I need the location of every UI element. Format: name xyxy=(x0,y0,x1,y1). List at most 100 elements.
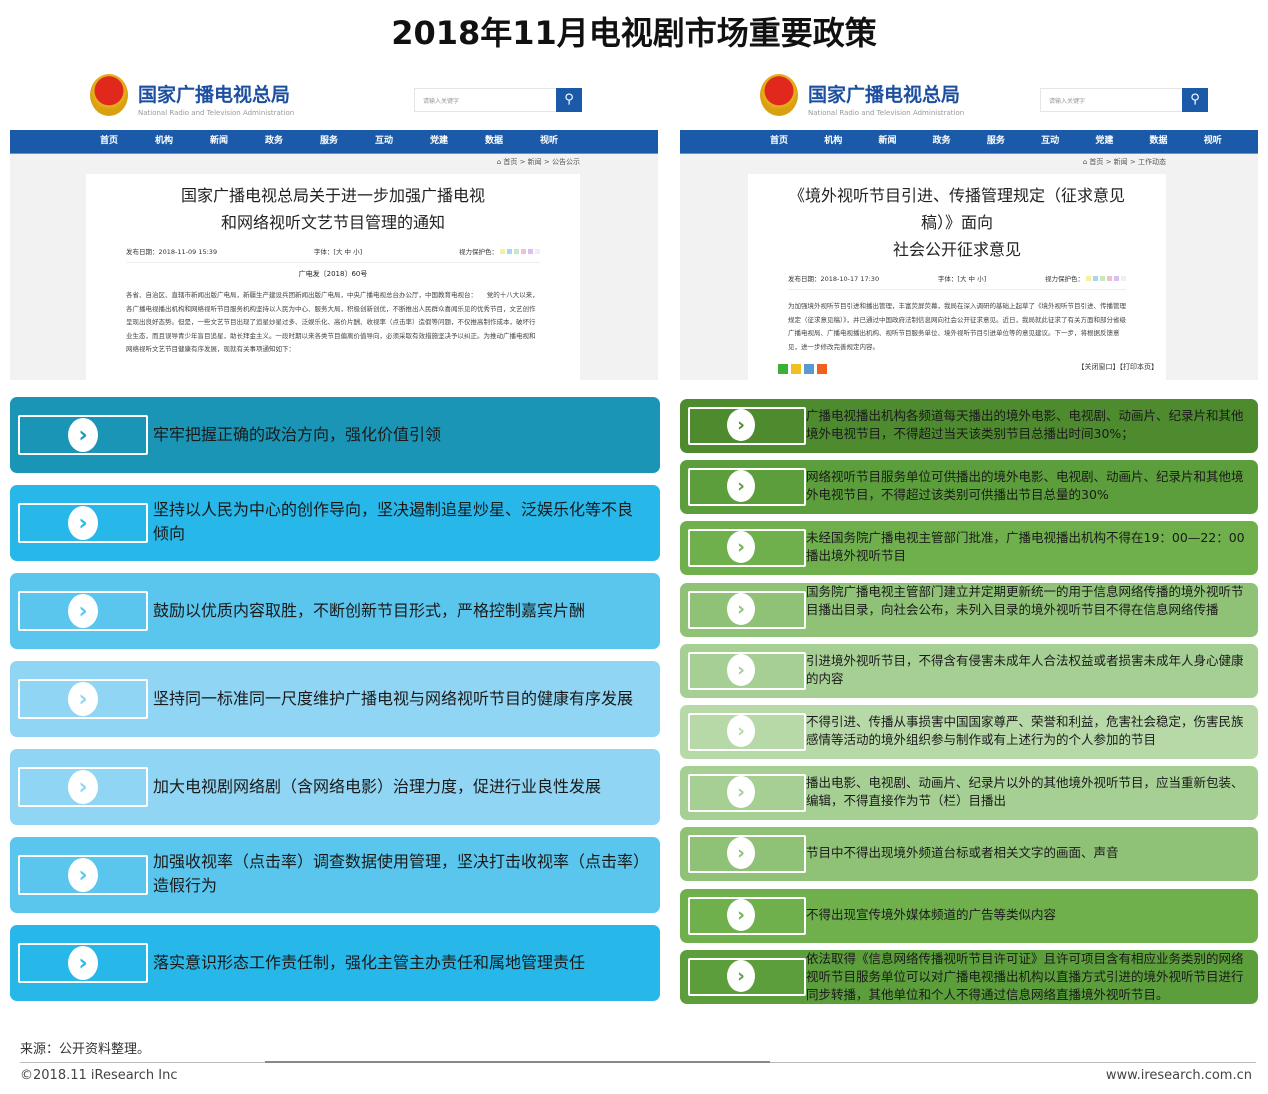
arrow-box xyxy=(18,591,148,631)
arrow-box xyxy=(18,679,148,719)
policy-item: › 落实意识形态工作责任制，强化主管主办责任和属地管理责任 xyxy=(10,925,660,1001)
article-title: 《境外视听节目引进、传播管理规定（征求意见稿）》面向 社会公开征求意见 xyxy=(788,186,1125,259)
nav-item[interactable]: 数据 xyxy=(485,136,504,146)
site-header: 国家广播电视总局 National Radio and Television Ad… xyxy=(10,62,658,130)
chevron-right-icon[interactable]: › xyxy=(727,531,755,564)
chevron-right-icon[interactable]: › xyxy=(727,898,755,931)
policy-text: 坚持同一标准同一尺度维护广播电视与网络视听节目的健康有序发展 xyxy=(153,689,634,708)
regulation-item: › 节目中不得出现境外频道台标或者相关文字的画面、声音 xyxy=(680,827,1258,882)
weibo-icon[interactable] xyxy=(804,364,814,374)
chevron-right-icon[interactable]: › xyxy=(68,858,98,892)
nav-item[interactable]: 首页 xyxy=(770,136,789,146)
nav-item[interactable]: 新闻 xyxy=(210,136,229,146)
wechat-icon[interactable] xyxy=(778,364,788,374)
regulation-item: › 播出电影、电视剧、动画片、纪录片以外的其他境外视听节目，应当重新包装、编辑，… xyxy=(680,766,1258,821)
article: 国家广播电视总局关于进一步加强广播电视 和网络视听文艺节目管理的通知 发布日期：2… xyxy=(86,174,580,380)
policy-text: 落实意识形态工作责任制，强化主管主办责任和属地管理责任 xyxy=(153,953,586,972)
chevron-right-icon[interactable]: › xyxy=(68,946,98,980)
source-note: 来源：公开资料整理。 xyxy=(20,1042,151,1057)
national-emblem-icon xyxy=(760,74,798,116)
site-url[interactable]: www.iresearch.com.cn xyxy=(1105,1068,1252,1083)
regulation-item: › 不得引进、传播从事损害中国国家尊严、荣誉和利益，危害社会稳定，伤害民族感情等… xyxy=(680,705,1258,759)
nav-item[interactable]: 服务 xyxy=(320,136,339,146)
chevron-right-icon[interactable]: › xyxy=(727,837,755,870)
nav-item[interactable]: 服务 xyxy=(986,136,1005,146)
nav-item[interactable]: 新闻 xyxy=(878,136,897,146)
regulation-item: › 网络视听节目服务单位可供播出的境外电影、电视剧、动画片、纪录片和其他境外电视… xyxy=(680,460,1258,515)
chevron-right-icon[interactable]: › xyxy=(68,506,98,540)
regulation-text: 不得出现宣传境外媒体频道的广告等类似内容 xyxy=(806,906,1057,922)
article-title: 国家广播电视总局关于进一步加强广播电视 和网络视听文艺节目管理的通知 xyxy=(180,186,485,232)
site-logo-en: National Radio and Television Administra… xyxy=(808,109,965,117)
copyright: ©2018.11 iResearch Inc xyxy=(20,1068,178,1083)
nav-item[interactable]: 机构 xyxy=(155,136,174,146)
qzone-icon[interactable] xyxy=(791,364,801,374)
close-window-link[interactable]: 【关闭窗口】 xyxy=(1077,363,1120,371)
chevron-right-icon[interactable]: › xyxy=(68,682,98,716)
nav-item[interactable]: 视听 xyxy=(540,136,559,146)
search-icon[interactable]: ⚲ xyxy=(556,88,582,112)
right-doc-screenshot: 国家广播电视总局 National Radio and Television Ad… xyxy=(680,62,1258,380)
chevron-right-icon[interactable]: › xyxy=(727,409,755,441)
arrow-box xyxy=(688,835,806,874)
regulation-item: › 国务院广播电视主管部门建立并定期更新统一的用于信息网络传播的境外视听节目播出… xyxy=(680,582,1258,637)
article-body: 为加强境外视听节目引进和播出管理，丰富荧屏荧幕，我局在深入调研的基础上起草了《境… xyxy=(788,302,1126,351)
arrow-box xyxy=(688,774,806,813)
policy-item: › 鼓励以优质内容取胜，不断创新节目形式，严格控制嘉宾片酬 xyxy=(10,573,660,649)
main-nav: 首页 机构 新闻 政务 服务 互动 党建 数据 视听 xyxy=(680,130,1258,154)
chevron-right-icon[interactable]: › xyxy=(727,653,755,686)
arrow-box xyxy=(688,651,806,690)
regulation-text: 广播电视播出机构各频道每天播出的境外电影、电视剧、动画片、纪录片和其他境外电视节… xyxy=(806,408,1244,441)
breadcrumb[interactable]: ⌂ 首页 > 新闻 > 公告公示 xyxy=(496,158,580,166)
share-plus-icon[interactable] xyxy=(817,364,827,374)
arrow-box xyxy=(688,896,806,935)
nav-item[interactable]: 党建 xyxy=(1095,136,1114,146)
site-header: 国家广播电视总局 National Radio and Television Ad… xyxy=(680,62,1258,130)
nav-item[interactable]: 互动 xyxy=(375,136,394,146)
nav-item[interactable]: 政务 xyxy=(932,136,951,146)
policy-text: 加大电视剧网络剧（含网络电影）治理力度，促进行业良性发展 xyxy=(153,777,602,796)
nav-item[interactable]: 数据 xyxy=(1149,136,1168,146)
regulation-text: 节目中不得出现境外频道台标或者相关文字的画面、声音 xyxy=(806,845,1119,861)
policy-item: › 坚持同一标准同一尺度维护广播电视与网络视听节目的健康有序发展 xyxy=(10,661,660,737)
font-size-control[interactable]: 字体：[大 中 小] xyxy=(937,275,987,283)
nav-item[interactable]: 政务 xyxy=(265,136,284,146)
nav-item[interactable]: 党建 xyxy=(430,136,449,146)
article: 《境外视听节目引进、传播管理规定（征求意见稿）》面向 社会公开征求意见 发布日期：… xyxy=(748,174,1166,380)
policy-item: › 坚持以人民为中心的创作导向，坚决遏制追星炒星、泛娱乐化等不良倾向 xyxy=(10,485,660,561)
nav-item[interactable]: 互动 xyxy=(1041,136,1060,146)
arrow-box xyxy=(18,943,148,983)
search-icon[interactable]: ⚲ xyxy=(1182,88,1208,112)
search-input[interactable]: 请输入关键字 ⚲ xyxy=(1040,88,1208,112)
share-icons xyxy=(778,364,827,374)
national-emblem-icon xyxy=(90,74,128,116)
chevron-right-icon[interactable]: › xyxy=(68,418,98,452)
breadcrumb[interactable]: ⌂ 首页 > 新闻 > 工作动态 xyxy=(1082,158,1166,166)
chevron-right-icon[interactable]: › xyxy=(727,959,755,992)
policy-text: 牢牢把握正确的政治方向，强化价值引领 xyxy=(153,425,442,444)
chevron-right-icon[interactable]: › xyxy=(727,715,755,747)
arrow-box xyxy=(688,529,806,568)
nav-item[interactable]: 首页 xyxy=(100,136,119,146)
font-size-control[interactable]: 字体：[大 中 小] xyxy=(313,248,363,256)
left-doc-screenshot: 国家广播电视总局 National Radio and Television Ad… xyxy=(10,62,658,380)
nav-item[interactable]: 机构 xyxy=(824,136,843,146)
article-meta: 发布日期：2018-11-09 15:39 字体：[大 中 小] 视力保护色： xyxy=(126,246,540,263)
print-link[interactable]: 【打印本页】 xyxy=(1119,363,1159,371)
chevron-right-icon[interactable]: › xyxy=(68,594,98,628)
site-logo[interactable]: 国家广播电视总局 National Radio and Television Ad… xyxy=(808,84,965,117)
chevron-right-icon[interactable]: › xyxy=(727,776,755,809)
chevron-right-icon[interactable]: › xyxy=(68,770,98,804)
page-title: 2018年11月电视剧市场重要政策 xyxy=(391,14,877,52)
search-input[interactable]: 请输入关键字 ⚲ xyxy=(414,88,582,112)
chevron-right-icon[interactable]: › xyxy=(727,470,755,503)
site-logo[interactable]: 国家广播电视总局 National Radio and Television Ad… xyxy=(138,84,295,117)
arrow-box xyxy=(688,957,806,996)
policy-text: 鼓励以优质内容取胜，不断创新节目形式，严格控制嘉宾片酬 xyxy=(153,601,586,620)
regulation-text: 播出电影、电视剧、动画片、纪录片以外的其他境外视听节目，应当重新包装、编辑，不得… xyxy=(806,775,1244,809)
nav-item[interactable]: 视听 xyxy=(1203,136,1222,146)
regulation-text: 未经国务院广播电视主管部门批准，广播电视播出机构不得在19：00—22：00播出… xyxy=(806,530,1245,564)
policy-item: › 加强收视率（点击率）调查数据使用管理，坚决打击收视率（点击率）造假行为 xyxy=(10,837,660,913)
chevron-right-icon[interactable]: › xyxy=(727,592,755,625)
doc-number: 广电发〔2018〕60号 xyxy=(298,270,368,278)
